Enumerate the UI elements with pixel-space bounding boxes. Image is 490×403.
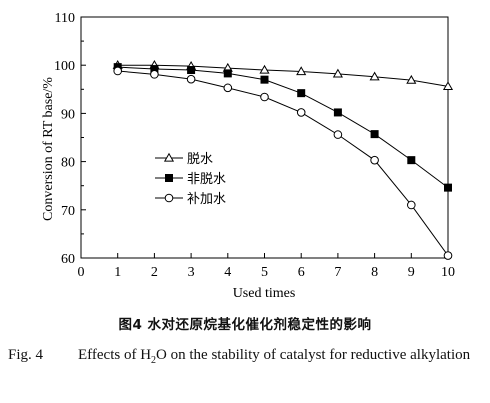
legend-item: 补加水 bbox=[155, 192, 226, 207]
x-tick-label: 3 bbox=[188, 265, 195, 280]
legend-label: 脱水 bbox=[187, 152, 213, 167]
triangle-marker bbox=[442, 81, 454, 91]
triangle-marker bbox=[332, 68, 343, 78]
figure-caption-chinese: 图4 水对还原烷基化催化剂稳定性的影响 bbox=[118, 317, 372, 333]
x-axis-label: Used times bbox=[233, 286, 296, 301]
y-tick-label: 110 bbox=[55, 11, 75, 26]
circle-marker bbox=[150, 70, 159, 79]
y-tick-label: 60 bbox=[61, 252, 75, 267]
triangle-marker bbox=[406, 74, 417, 84]
figure-label: Fig. 4 bbox=[8, 347, 44, 363]
y-tick-label: 70 bbox=[61, 204, 75, 219]
square-marker bbox=[297, 89, 306, 98]
axes: 0 1 2 3 4 5 6 7 8 9 10 60 70 80 90 100 110 bbox=[54, 11, 455, 280]
x-tick-label: 8 bbox=[371, 265, 378, 280]
square-marker bbox=[444, 183, 452, 192]
x-tick-label: 4 bbox=[224, 265, 231, 280]
series-line bbox=[117, 66, 449, 189]
legend-item: 非脱水 bbox=[155, 172, 226, 187]
series-2 bbox=[113, 63, 452, 192]
square-marker bbox=[370, 130, 379, 139]
circle-marker bbox=[260, 92, 269, 102]
x-tick-label: 5 bbox=[261, 265, 268, 280]
x-tick-label: 0 bbox=[78, 265, 85, 280]
legend-label: 补加水 bbox=[187, 192, 226, 207]
circle-marker bbox=[223, 83, 233, 93]
figure-caption-english: Fig. 4 Effects of H2O on the stability o… bbox=[8, 343, 485, 373]
triangle-marker bbox=[163, 152, 175, 162]
square-marker bbox=[260, 75, 269, 84]
square-marker bbox=[187, 66, 196, 75]
x-tick-label: 6 bbox=[298, 265, 305, 280]
circle-marker bbox=[113, 66, 122, 76]
square-marker bbox=[223, 69, 232, 78]
series-3 bbox=[113, 66, 453, 260]
series-line bbox=[117, 70, 449, 256]
square-marker bbox=[333, 108, 342, 117]
series-layer bbox=[112, 59, 454, 260]
circle-marker bbox=[333, 130, 343, 139]
triangle-marker bbox=[259, 64, 270, 74]
y-tick-label: 80 bbox=[61, 156, 75, 171]
x-tick-label: 7 bbox=[334, 265, 341, 280]
circle-marker bbox=[186, 74, 196, 84]
square-marker bbox=[165, 174, 173, 182]
x-tick-label: 10 bbox=[441, 265, 455, 280]
circle-marker bbox=[407, 200, 416, 210]
legend-label: 非脱水 bbox=[187, 172, 226, 187]
legend-item: 脱水 bbox=[155, 152, 213, 167]
triangle-marker bbox=[296, 66, 307, 76]
x-tick-label: 9 bbox=[408, 265, 415, 280]
figure-caption-text: Effects of H2O on the stability of catal… bbox=[78, 347, 471, 366]
y-tick-label: 100 bbox=[54, 59, 75, 74]
x-tick-label: 2 bbox=[151, 265, 158, 280]
square-marker bbox=[407, 156, 416, 165]
circle-marker bbox=[443, 251, 453, 260]
circle-marker bbox=[164, 193, 174, 203]
y-axis-label: Conversion of RT base/% bbox=[41, 77, 56, 221]
plot-frame bbox=[80, 16, 449, 259]
x-tick-label: 1 bbox=[114, 265, 121, 280]
y-tick-label: 90 bbox=[61, 107, 75, 122]
circle-marker bbox=[296, 108, 306, 117]
series-line bbox=[117, 64, 449, 87]
triangle-marker bbox=[369, 71, 380, 81]
circle-marker bbox=[370, 155, 379, 165]
